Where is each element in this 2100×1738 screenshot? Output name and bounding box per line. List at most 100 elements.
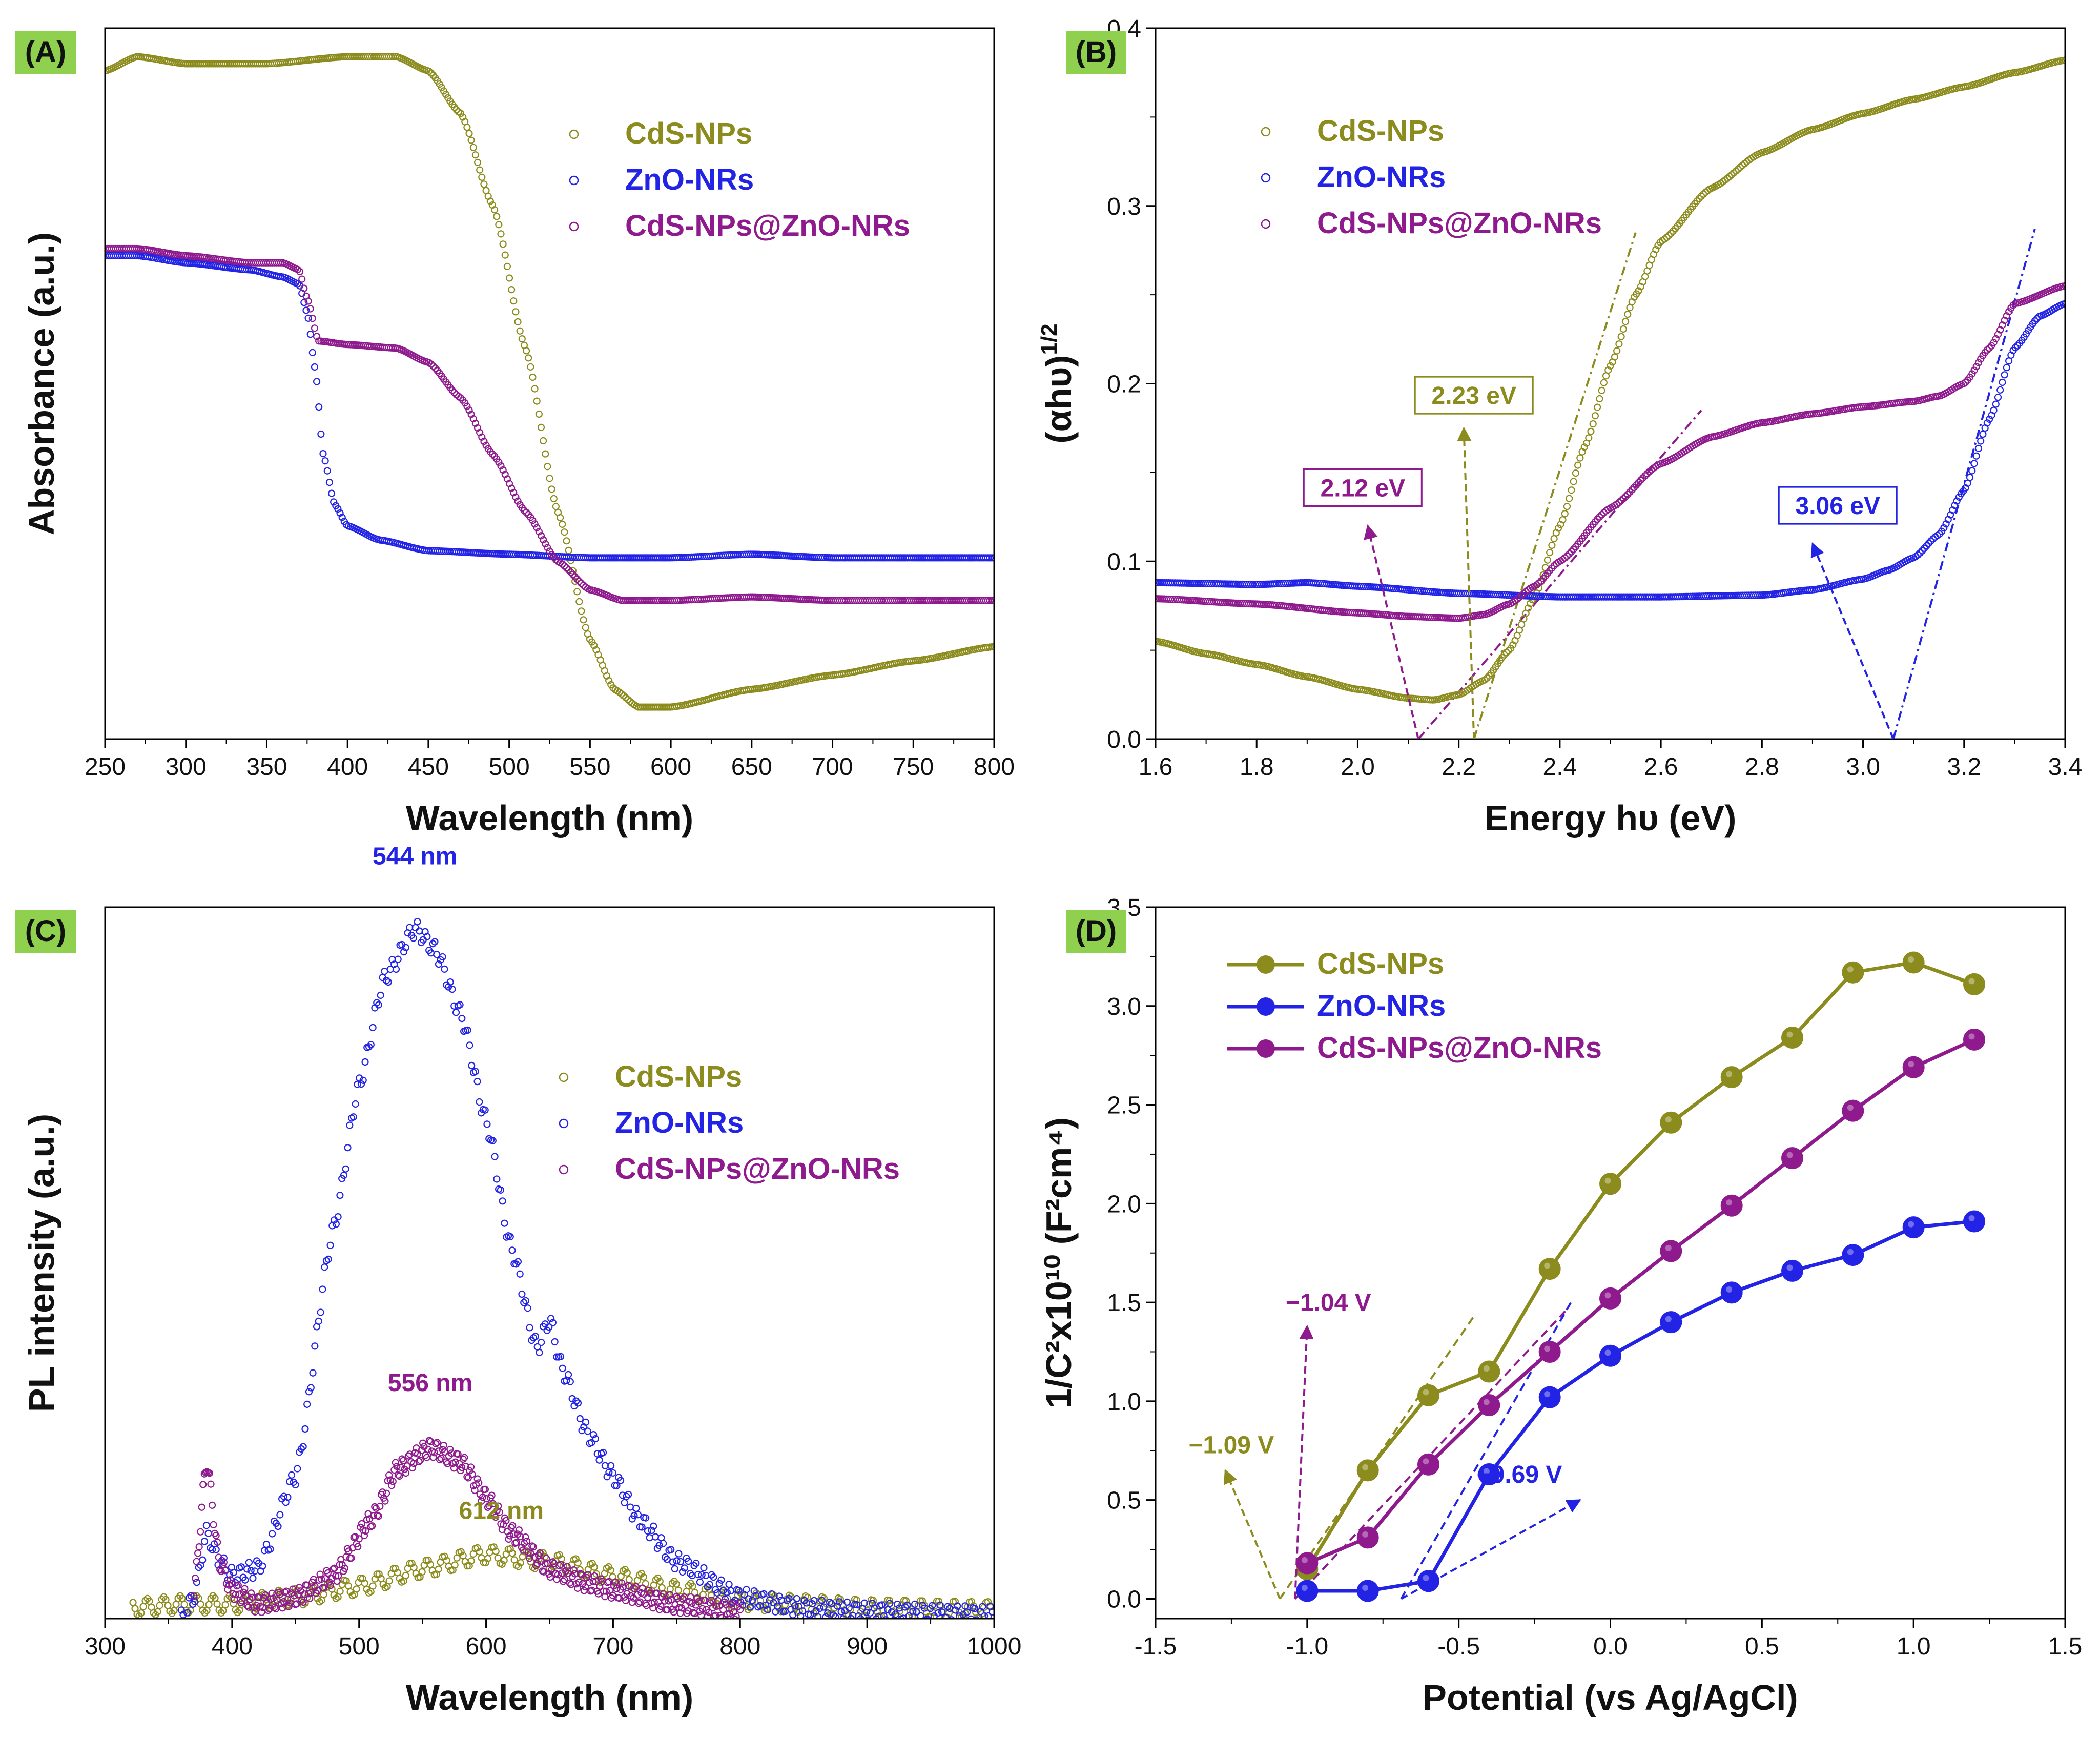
data-point xyxy=(139,1603,147,1610)
data-point xyxy=(306,331,314,338)
data-point xyxy=(624,1582,632,1589)
annotation-text: −1.04 V xyxy=(1286,1290,1371,1317)
data-point xyxy=(327,489,336,497)
plot-area-D xyxy=(1279,951,1985,1602)
data-point xyxy=(1660,1111,1682,1134)
data-point xyxy=(622,1597,630,1604)
data-point xyxy=(525,354,532,362)
data-point xyxy=(625,1576,633,1583)
data-point xyxy=(892,1610,899,1618)
data-point xyxy=(1983,419,1991,427)
data-point xyxy=(619,1491,626,1499)
series-CdS-NPs xyxy=(1156,56,2065,704)
data-point xyxy=(497,230,505,238)
data-point xyxy=(221,1601,229,1609)
data-point xyxy=(253,1602,260,1609)
x-tick-label: 300 xyxy=(166,753,207,781)
data-point xyxy=(1720,1066,1743,1089)
data-point xyxy=(371,1503,379,1511)
data-point xyxy=(979,1603,986,1610)
data-point xyxy=(376,1502,384,1510)
data-point xyxy=(405,1452,413,1460)
data-point xyxy=(325,479,333,486)
data-point xyxy=(398,1455,406,1463)
data-point xyxy=(944,1603,952,1610)
data-point xyxy=(613,1482,621,1489)
data-point xyxy=(783,1597,791,1604)
data-point xyxy=(1996,386,2004,394)
data-point xyxy=(476,1548,483,1556)
data-point xyxy=(664,1606,671,1613)
data-point xyxy=(1615,340,1623,348)
annotation-arrow xyxy=(1364,524,1419,740)
data-point xyxy=(480,437,488,445)
data-point xyxy=(382,1489,390,1497)
data-point xyxy=(471,151,480,159)
legend: CdS-NPs ZnO-NRs CdS-NPs@ZnO-NRs xyxy=(569,117,910,242)
data-point xyxy=(675,1550,683,1558)
data-point xyxy=(1559,516,1567,524)
data-point xyxy=(526,1324,533,1332)
data-point xyxy=(335,1572,342,1580)
data-point xyxy=(302,306,310,314)
data-point xyxy=(518,1290,526,1298)
data-point xyxy=(536,1549,544,1557)
data-point xyxy=(425,1437,433,1444)
data-point xyxy=(187,1592,195,1600)
series-line xyxy=(1306,1038,1975,1565)
data-point xyxy=(408,1559,416,1567)
data-point xyxy=(1972,452,1980,460)
data-point xyxy=(955,1612,963,1619)
data-point xyxy=(352,1100,359,1108)
data-point-highlight xyxy=(1483,1365,1490,1372)
data-point xyxy=(533,1560,541,1567)
data-point xyxy=(435,960,443,968)
data-point xyxy=(1970,460,1978,467)
legend-marker xyxy=(559,1118,569,1129)
data-point xyxy=(696,1578,704,1586)
data-point xyxy=(971,1605,979,1612)
data-point xyxy=(212,1531,220,1539)
data-point xyxy=(1902,1056,1925,1078)
data-point xyxy=(1600,379,1608,386)
panel-label-text: (B) xyxy=(1076,35,1117,69)
data-point xyxy=(156,1602,163,1609)
data-point xyxy=(483,1495,490,1503)
data-point xyxy=(1563,552,1571,560)
data-point xyxy=(357,1080,365,1088)
data-point-highlight xyxy=(1908,1221,1914,1228)
x-tick-label: 1.5 xyxy=(2048,1633,2083,1660)
x-tick-label: 3.4 xyxy=(2048,753,2083,781)
data-point xyxy=(508,286,516,294)
data-point xyxy=(768,1590,775,1598)
x-tick-label: 2.2 xyxy=(1442,753,1476,781)
data-point xyxy=(499,240,507,248)
fit-line xyxy=(1417,410,1702,739)
data-point-highlight xyxy=(1726,1199,1733,1206)
legend-label: ZnO-NRs xyxy=(625,163,754,196)
legend: CdS-NPs ZnO-NRs CdS-NPs@ZnO-NRs xyxy=(559,1060,900,1185)
data-point xyxy=(528,1542,536,1550)
data-point xyxy=(2003,312,2010,320)
data-point xyxy=(837,1608,845,1616)
data-point xyxy=(651,1533,660,1541)
data-point xyxy=(613,1585,621,1592)
data-point xyxy=(310,1576,318,1583)
x-tick-label: 800 xyxy=(719,1633,760,1660)
annotation-box xyxy=(1778,486,1898,525)
data-point xyxy=(666,1591,674,1599)
data-point xyxy=(1604,366,1612,374)
data-point-highlight xyxy=(1544,1391,1551,1398)
data-point xyxy=(238,1597,246,1605)
data-point xyxy=(952,1606,959,1614)
data-point xyxy=(342,1553,350,1561)
data-point xyxy=(437,1455,445,1462)
data-point xyxy=(591,1435,600,1443)
data-point xyxy=(514,318,522,326)
data-point xyxy=(464,1026,471,1034)
y-tick-label: 1.5 xyxy=(1107,1290,1141,1317)
data-point xyxy=(501,1219,508,1227)
data-point xyxy=(510,297,518,305)
data-point xyxy=(522,1533,529,1541)
data-point xyxy=(415,1458,423,1465)
